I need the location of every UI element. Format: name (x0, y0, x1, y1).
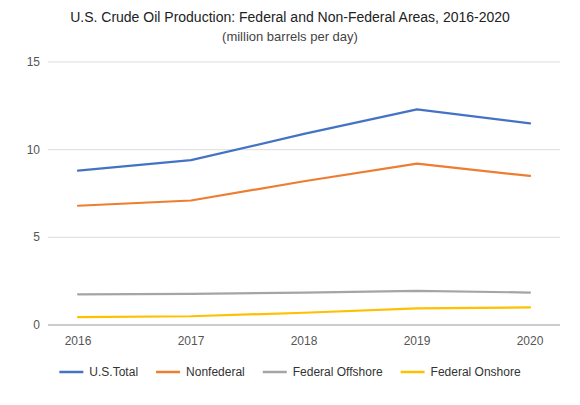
series-line (78, 109, 530, 170)
legend-swatch (156, 371, 180, 374)
legend-item: U.S.Total (59, 365, 138, 379)
x-tick-label: 2020 (517, 334, 544, 348)
legend-swatch (263, 371, 287, 374)
y-tick-label: 10 (27, 143, 41, 157)
y-tick-label: 5 (33, 230, 40, 244)
series-line (78, 291, 530, 295)
legend-item: Federal Onshore (401, 365, 521, 379)
legend-swatch (401, 371, 425, 374)
x-tick-label: 2019 (404, 334, 431, 348)
series-line (78, 164, 530, 206)
legend-label: Federal Offshore (293, 365, 383, 379)
subtitle: (million barrels per day) (222, 29, 358, 44)
title: U.S. Crude Oil Production: Federal and N… (70, 9, 510, 25)
legend-label: Federal Onshore (431, 365, 521, 379)
x-tick-label: 2017 (178, 334, 205, 348)
grid-line (48, 237, 560, 238)
legend-label: Nonfederal (186, 365, 245, 379)
legend-item: Nonfederal (156, 365, 245, 379)
grid (48, 62, 560, 325)
x-axis-line (48, 325, 560, 326)
chart: U.S. Crude Oil Production: Federal and N… (0, 0, 580, 405)
lines (78, 109, 530, 317)
legend-item: Federal Offshore (263, 365, 383, 379)
grid-line (48, 325, 560, 326)
grid-line (48, 149, 560, 150)
grid-line (48, 62, 560, 63)
legend-label: U.S.Total (89, 365, 138, 379)
legend-swatch (59, 371, 83, 374)
series-line (78, 307, 530, 317)
legend: U.S.Total Nonfederal Federal Offshore Feder… (59, 365, 521, 379)
x-tick-label: 2018 (291, 334, 318, 348)
y-tick-label: 0 (33, 318, 40, 332)
y-tick-label: 15 (27, 55, 41, 69)
x-tick-label: 2016 (65, 334, 92, 348)
